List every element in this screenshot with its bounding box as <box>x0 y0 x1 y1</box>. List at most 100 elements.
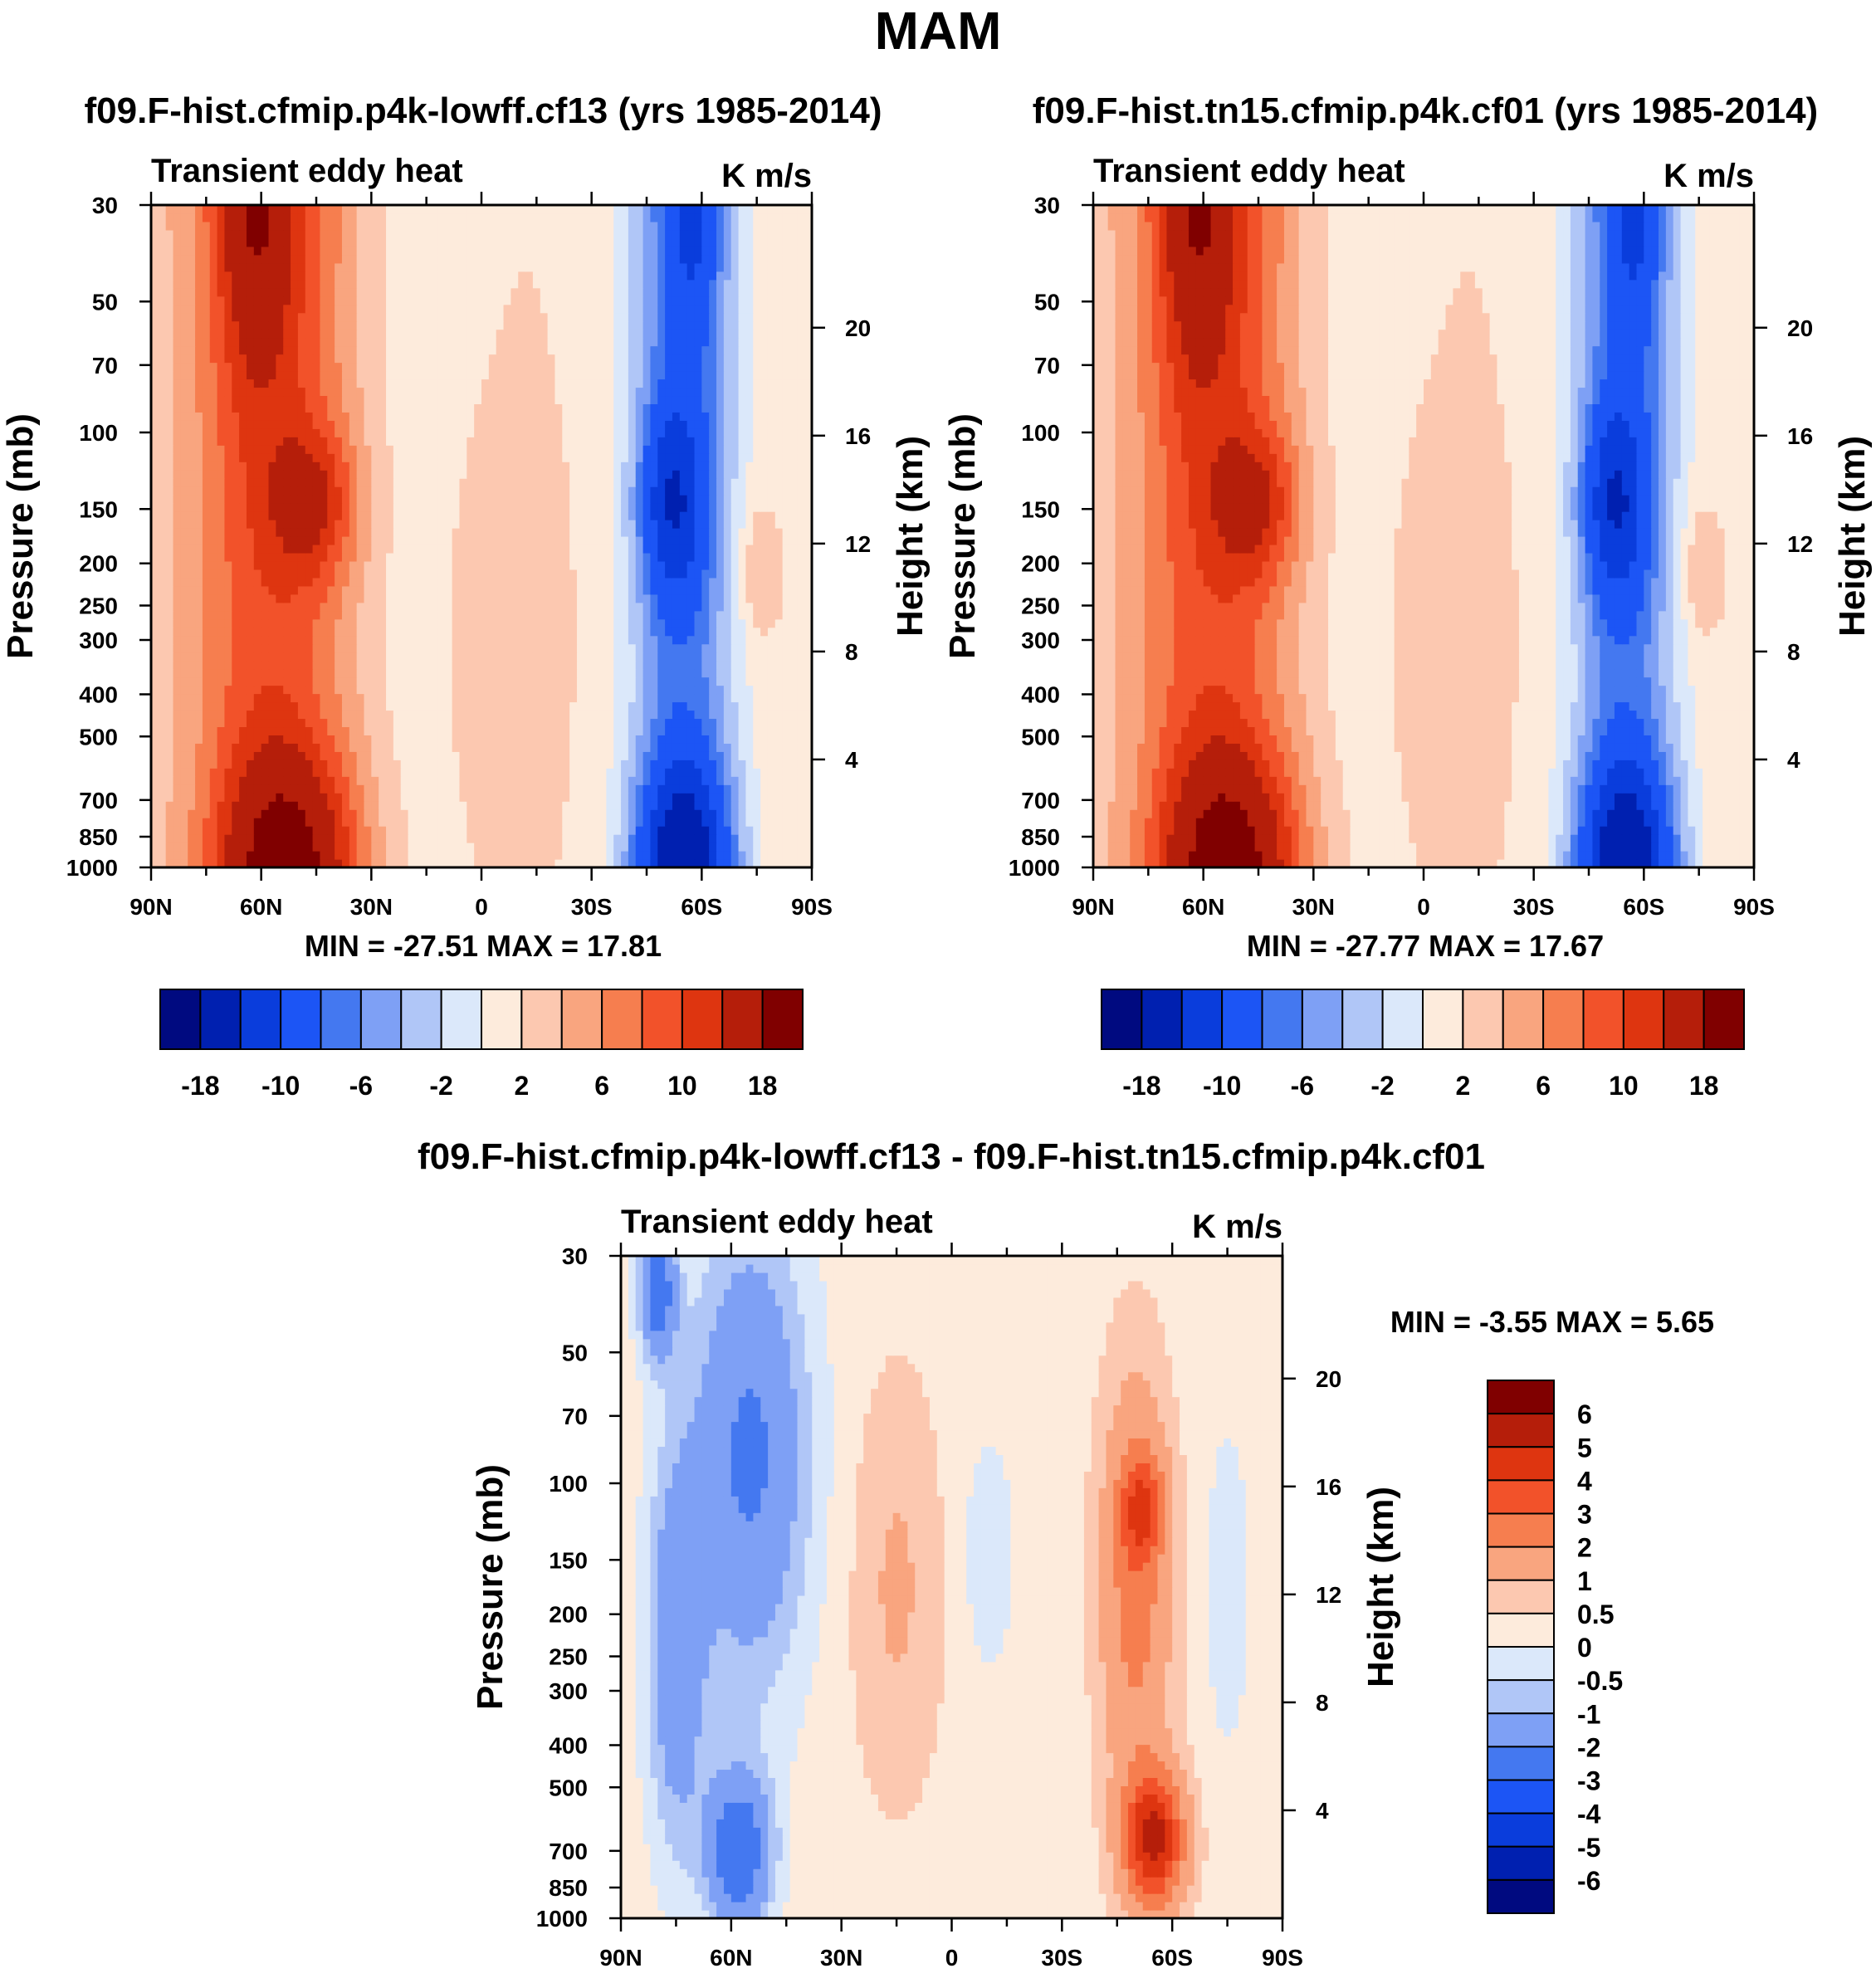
contour-cell <box>554 635 563 645</box>
contour-cell <box>584 743 593 752</box>
contour-cell <box>356 842 365 852</box>
contour-cell <box>467 635 475 645</box>
contour-cell <box>598 859 607 868</box>
contour-cell <box>782 520 791 529</box>
contour-cell <box>341 536 350 545</box>
contour-cell <box>209 784 218 794</box>
contour-cell <box>554 701 563 711</box>
contour-cell <box>525 676 534 686</box>
contour-cell <box>532 842 541 852</box>
contour-cell <box>665 851 673 860</box>
contour-cell <box>283 536 291 545</box>
contour-cell <box>657 445 666 454</box>
contour-cell <box>173 743 181 752</box>
contour-cell <box>686 776 696 785</box>
contour-cell <box>598 577 607 587</box>
contour-cell <box>158 544 167 554</box>
contour-cell <box>188 784 196 794</box>
contour-cell <box>709 668 717 678</box>
contour-cell <box>598 544 607 554</box>
contour-cell <box>738 735 746 744</box>
contour-cell <box>400 643 409 653</box>
contour-cell <box>232 585 240 595</box>
contour-cell <box>349 602 358 612</box>
contour-cell <box>474 412 482 421</box>
contour-cell <box>180 593 188 603</box>
contour-cell <box>518 618 526 628</box>
contour-cell <box>789 428 798 437</box>
contour-cell <box>305 635 314 645</box>
contour-cell <box>430 826 438 835</box>
contour-cell <box>562 743 570 752</box>
contour-cell <box>356 503 365 512</box>
contour-cell <box>467 511 475 520</box>
contour-cell <box>188 560 196 570</box>
contour-cell <box>291 552 299 562</box>
contour-cell <box>584 701 593 711</box>
contour-cell <box>767 503 776 512</box>
contour-cell <box>188 511 196 520</box>
contour-cell <box>386 693 394 703</box>
contour-cell <box>335 643 343 653</box>
contour-cell <box>511 560 519 570</box>
contour-cell <box>774 643 784 653</box>
contour-cell <box>151 544 159 554</box>
contour-cell <box>165 403 174 413</box>
contour-cell <box>554 602 563 612</box>
contour-cell <box>532 552 541 562</box>
contour-cell <box>371 618 379 628</box>
contour-cell <box>774 652 784 662</box>
contour-cell <box>701 735 710 744</box>
contour-cell <box>276 768 284 777</box>
contour-cell <box>562 635 570 645</box>
contour-cell <box>320 528 328 537</box>
contour-cell <box>224 536 232 545</box>
contour-cell <box>312 759 321 769</box>
contour-cell <box>320 784 328 794</box>
contour-cell <box>305 585 314 595</box>
contour-cell <box>701 445 710 454</box>
contour-cell <box>804 528 813 537</box>
contour-cell <box>797 751 805 760</box>
contour-cell <box>665 618 673 628</box>
contour-cell <box>576 735 585 744</box>
contour-cell <box>562 470 570 479</box>
contour-cell <box>297 726 306 735</box>
contour-cell <box>532 437 541 446</box>
contour-cell <box>217 859 226 868</box>
contour-cell <box>408 710 416 720</box>
contour-cell <box>452 635 461 645</box>
contour-cell <box>386 569 394 579</box>
contour-cell <box>716 428 725 437</box>
contour-cell <box>335 412 343 421</box>
contour-cell <box>686 618 696 628</box>
contour-cell <box>621 552 629 562</box>
contour-cell <box>393 552 402 562</box>
contour-cell <box>797 552 805 562</box>
contour-cell <box>239 643 247 653</box>
contour-cell <box>511 660 519 670</box>
contour-cell <box>327 685 335 695</box>
contour-cell <box>606 735 614 744</box>
contour-cell <box>430 544 438 554</box>
contour-cell <box>496 520 505 529</box>
contour-cell <box>598 437 607 446</box>
contour-cell <box>730 618 740 628</box>
contour-cell <box>386 751 394 760</box>
contour-cell <box>232 445 240 454</box>
contour-cell <box>151 445 159 454</box>
contour-cell <box>804 610 813 620</box>
contour-cell <box>209 437 218 446</box>
contour-cell <box>297 660 306 670</box>
contour-cell <box>430 593 438 603</box>
contour-cell <box>679 635 688 645</box>
contour-cell <box>591 428 600 437</box>
contour-cell <box>158 478 167 487</box>
contour-cell <box>276 834 284 843</box>
contour-cell <box>730 735 740 744</box>
contour-cell <box>628 577 637 587</box>
contour-cell <box>224 495 232 504</box>
contour-cell <box>518 751 526 760</box>
contour-cell <box>180 577 188 587</box>
contour-cell <box>379 511 387 520</box>
